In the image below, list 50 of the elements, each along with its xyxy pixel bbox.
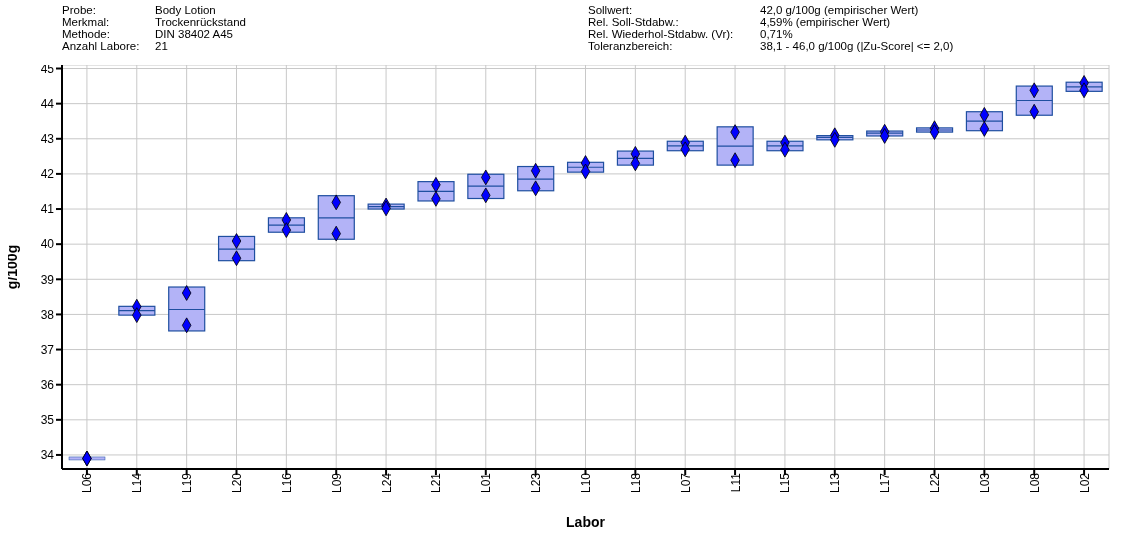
y-tick-label: 37 [40, 342, 55, 357]
text: Methode: [62, 28, 110, 40]
y-tick-label: 40 [40, 237, 55, 252]
text: 4,59% (empirischer Wert) [760, 16, 891, 28]
y-tick-label: 34 [40, 448, 55, 463]
x-tick-label: L16 [279, 472, 294, 494]
x-tick-label: L10 [579, 472, 594, 494]
text: 38,1 - 46,0 g/100g (|Zu-Score| <= 2,0) [760, 40, 954, 52]
text: Sollwert: [588, 4, 633, 16]
text: DIN 38402 A45 [155, 28, 234, 40]
text: Toleranzbereich: [588, 40, 673, 52]
x-tick-label: L06 [80, 472, 95, 494]
y-tick-label: 44 [40, 96, 55, 111]
x-tick-label: L03 [977, 472, 992, 494]
x-tick-label: L14 [130, 472, 145, 494]
x-tick-label: L13 [828, 472, 843, 494]
y-tick-label: 38 [40, 307, 55, 322]
y-tick-label: 35 [40, 413, 55, 428]
y-tick-label: 43 [40, 132, 55, 147]
x-tick-label: L11 [728, 472, 743, 493]
text: 0,71% [760, 28, 793, 40]
x-tick-label: L19 [180, 472, 195, 494]
y-tick-label: 36 [40, 377, 55, 392]
text: Rel. Wiederhol-Stdabw. (Vr): [588, 28, 734, 40]
x-tick-label: L20 [230, 472, 245, 494]
y-tick-label: 39 [40, 272, 55, 287]
x-tick-label: L18 [628, 472, 643, 494]
x-tick-label: L23 [529, 472, 544, 494]
text: 42,0 g/100g (empirischer Wert) [760, 4, 919, 16]
x-tick-label: L22 [928, 472, 943, 494]
y-tick-label: 45 [40, 61, 55, 76]
x-tick-label: L21 [429, 472, 444, 494]
text: Probe: [62, 4, 96, 16]
y-tick-label: 41 [40, 202, 55, 217]
x-axis-title: Labor [566, 514, 606, 530]
text: Body Lotion [155, 4, 216, 16]
x-tick-label: L24 [379, 472, 394, 494]
text: Anzahl Labore: [62, 40, 140, 52]
text: Rel. Soll-Stdabw.: [588, 16, 679, 28]
text: Trockenrückstand [155, 16, 246, 28]
x-tick-label: L07 [678, 472, 693, 494]
x-tick-label: L08 [1027, 472, 1042, 494]
y-tick-label: 42 [40, 167, 55, 182]
x-tick-label: L01 [479, 472, 494, 494]
x-tick-label: L02 [1077, 472, 1092, 494]
x-tick-label: L09 [329, 472, 344, 494]
x-tick-label: L15 [778, 472, 793, 494]
text: Merkmal: [62, 16, 110, 28]
text: 21 [155, 40, 168, 52]
x-tick-label: L17 [878, 472, 893, 494]
